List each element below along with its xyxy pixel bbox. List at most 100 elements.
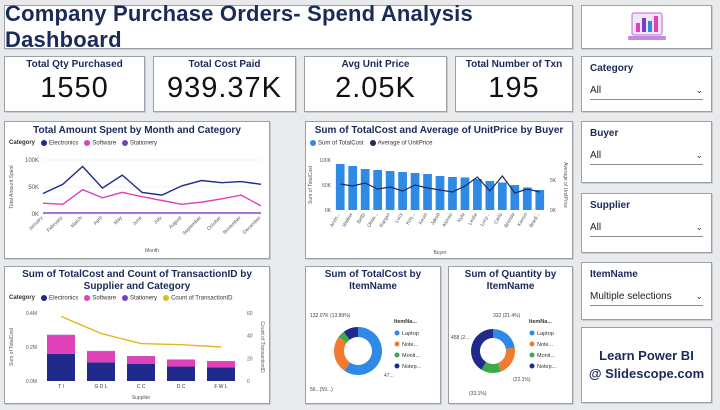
x-tick-label: August [168,215,184,231]
bar-segment-software [87,351,115,363]
x-tick-label: Lucy... [479,212,491,227]
legend-item: Electronics [41,140,78,147]
kpi-label: Avg Unit Price [341,59,410,70]
donut-slice [471,329,493,370]
y-tick-label: 0K [32,212,39,218]
y2-tick-label: 60 [247,311,253,317]
legend-marker [394,363,400,369]
legend-title: Category [9,140,36,147]
legend-item: Count of TransactionID [163,295,232,302]
y-tick-label: 100K [25,158,39,164]
slicer-value: All [590,85,602,96]
legend-label: Laptop [537,331,554,337]
x-tick-label: T I [58,384,64,390]
bar [448,177,457,210]
bar-segment-software [127,356,155,364]
transaction-count-line [60,315,222,348]
bar [473,179,482,210]
x-tick-label: D C [177,384,186,390]
cost-donut-chart: ItemNa... Laptop Note... Monit... Notep... 13… [310,313,422,393]
chart-title: Sum of Quantity by ItemName [464,269,557,292]
chart-card-monthly: Total Amount Spent by Month and Category… [4,121,270,259]
logo-card [581,5,712,49]
x-tick-label: June [132,215,144,227]
dashboard-logo-icon [627,12,666,40]
chevron-down-icon[interactable]: ⌄ [695,222,703,232]
legend-marker [394,352,400,358]
legend-marker [529,352,535,358]
y-axis-label: Sum of TotalCost [9,327,15,366]
legend-label: Note... [537,342,554,348]
chart-card-cost-by-item: Sum of TotalCost by ItemName ItemNa... La… [305,266,441,404]
bar [335,164,345,210]
supplier-dropdown[interactable]: All ⌄ [590,222,703,233]
itemname-dropdown[interactable]: Multiple selections ⌄ [590,291,703,302]
x-tick-label: Betty [356,212,367,225]
bar-segment-software [167,359,195,367]
y-tick-label: 0K [325,208,332,214]
bar-segment-electronics [127,364,155,381]
y2-tick-label: 20 [247,356,253,362]
chevron-down-icon[interactable]: ⌄ [695,150,703,160]
dashboard-title-card: Company Purchase Orders- Spend Analysis … [4,1,573,52]
slicer-value: All [590,150,602,161]
y-tick-label: 100K [319,158,331,164]
bar [460,177,470,210]
chevron-down-icon[interactable]: ⌄ [695,291,703,301]
slicer-value: All [590,222,602,233]
chart-legend: Category Electronics Software Stationery… [5,295,269,302]
slicer-itemname[interactable]: ItemName Multiple selections ⌄ [581,262,712,320]
y-tick-label: 0.4M [26,311,37,317]
legend-item: Stationery [122,295,157,302]
chart-card-supplier: Sum of TotalCost and Count of Transactio… [4,266,270,404]
slicer-category[interactable]: Category All ⌄ [581,56,712,112]
legend-marker [529,330,535,336]
chart-card-buyer: Sum of TotalCost and Average of UnitPric… [305,121,573,259]
donut-slice [334,337,351,371]
slicer-supplier[interactable]: Supplier All ⌄ [581,193,712,253]
data-label: 132.07K (13.89%) [310,313,351,319]
x-tick-label: Lucy [394,212,405,225]
x-tick-label: Walker [342,212,355,229]
x-tick-label: April [93,215,104,226]
supplier-combo-chart: 0.0M 0.2M 0.4M 0 20 40 60 Sum of TotalCost Count… [9,311,265,401]
x-tick-label: Kieron [517,212,530,228]
donut-slice [481,362,502,373]
data-label: (33.1%) [469,391,487,397]
chevron-down-icon[interactable]: ⌄ [695,85,703,95]
x-tick-label: May [113,215,124,226]
x-tick-label: February [46,215,65,234]
donut-slice [343,327,358,340]
data-label: (22.1%) [513,377,531,383]
legend-label: Note... [402,342,419,348]
x-tick-label: October [206,215,223,232]
bar [510,185,520,210]
y-tick-label: 0.2M [26,345,37,351]
chart-legend: Sum of TotalCost Average of UnitPrice [306,140,572,147]
bar [497,182,507,210]
bar-segment-software [207,361,235,368]
kpi-label: Total Cost Paid [188,59,261,70]
legend-item: Stationery [122,140,157,147]
x-tick-label: Carlo [493,212,504,226]
buyer-dropdown[interactable]: All ⌄ [590,150,703,161]
bar [410,173,420,210]
donut-slice [497,347,515,372]
chart-title: Total Amount Spent by Month and Category [33,125,241,136]
kpi-label: Total Qty Purchased [26,59,123,70]
x-tick-label: Arvin... [329,212,342,228]
category-dropdown[interactable]: All ⌄ [590,85,703,96]
bar [348,166,358,210]
slicer-buyer[interactable]: Buyer All ⌄ [581,121,712,183]
slicer-label: Buyer [590,128,619,139]
x-axis-label: Month [145,248,159,254]
x-tick-label: March [70,215,84,229]
kpi-value: 939.37K [166,72,283,104]
y-axis-label: Sum of TotalCost [308,165,314,204]
donut-slice [493,329,515,350]
legend-item: Average of UnitPrice [369,140,433,147]
promo-card[interactable]: Learn Power BI @ Slidescope.com [581,327,712,403]
x-tick-label: Alonso [441,212,454,228]
bar [385,171,395,210]
